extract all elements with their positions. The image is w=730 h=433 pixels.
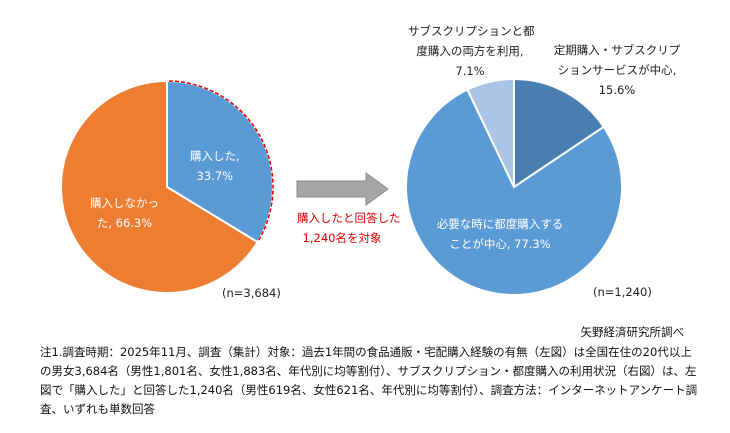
pie-slice: [466, 77, 515, 188]
label-line: 定期購入・サブスクリプ: [553, 43, 681, 57]
label-line: 購入しなかっ: [90, 196, 159, 210]
label-line: サブスクリプションと都: [408, 24, 535, 38]
label-line: 購入したと回答した: [297, 211, 401, 225]
right-both-label: サブスクリプションと都 度購入の両方を利用, 7.1%: [408, 21, 535, 81]
label-line: 必要な時に都度購入する: [436, 217, 564, 231]
label-line: ことが中心, 77.3%: [449, 237, 551, 251]
right-each-label: 必要な時に都度購入する ことが中心, 77.3%: [430, 214, 570, 254]
label-line: 33.7%: [196, 169, 234, 183]
label-line: た, 66.3%: [96, 216, 153, 230]
right-n-label: (n=1,240): [593, 285, 652, 299]
label-line: 度購入の両方を利用,: [416, 44, 524, 58]
left-pie: [60, 79, 274, 294]
label-line: ションサービスが中心,: [557, 63, 677, 77]
left-n-label: (n=3,684): [222, 286, 281, 300]
footnote: 注1.調査時期：2025年11月、調査（集計）対象：過去1年間の食品通販・宅配購…: [40, 345, 698, 416]
left-bought-label: 購入した, 33.7%: [190, 146, 240, 186]
pie-slice: [513, 77, 606, 189]
highlight-outline: [166, 80, 274, 244]
left-not-label: 購入しなかっ た, 66.3%: [90, 193, 159, 233]
label-line: 7.1%: [455, 64, 485, 78]
label-line: 購入した,: [190, 149, 240, 163]
arrow-icon: [296, 172, 389, 206]
pie-slice: [405, 88, 623, 296]
label-line: 15.6%: [598, 83, 636, 97]
right-pie: [405, 77, 623, 296]
arrow-caption: 購入したと回答した 1,240名を対象: [297, 208, 401, 248]
label-line: 1,240名を対象: [302, 231, 382, 245]
source-credit: 矢野経済研究所調べ: [580, 325, 685, 339]
pie-slice: [60, 79, 259, 294]
right-sub-label: 定期購入・サブスクリプ ションサービスが中心, 15.6%: [552, 40, 682, 100]
